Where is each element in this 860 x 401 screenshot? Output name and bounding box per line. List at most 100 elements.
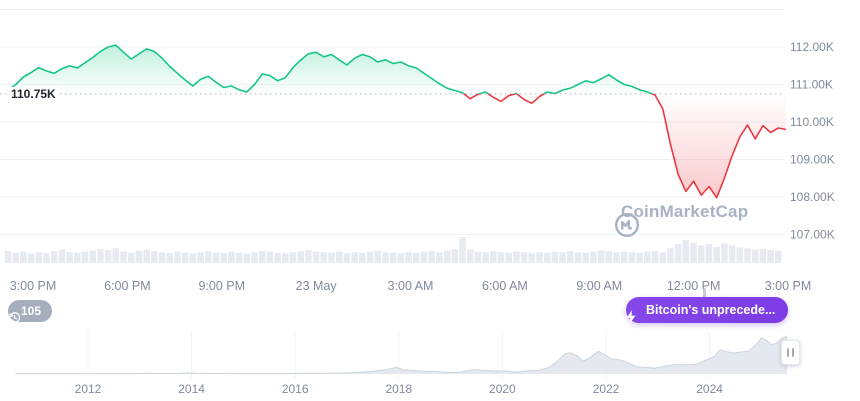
volume-bar — [482, 252, 489, 263]
volume-bar — [359, 252, 366, 263]
volume-bar — [289, 252, 297, 263]
volume-bar — [320, 252, 328, 263]
volume-bar — [674, 244, 682, 263]
volume-bar — [690, 242, 697, 263]
coinmarketcap-watermark: CoinMarketCap — [614, 202, 749, 238]
area-fill-up — [8, 45, 786, 94]
volume-bar — [436, 252, 443, 263]
volume-bar — [490, 251, 497, 263]
volume-bar — [767, 250, 774, 263]
volume-bar — [335, 251, 343, 263]
volume-bar — [474, 251, 482, 263]
minimap-year-label: 2022 — [592, 382, 620, 396]
volume-bar — [636, 252, 643, 263]
volume-bar — [174, 251, 181, 263]
watermark-text: CoinMarketCap — [621, 202, 749, 221]
price-line-down — [462, 93, 787, 199]
volume-bar — [520, 252, 528, 263]
volume-bar — [251, 252, 258, 263]
volume-bar — [374, 250, 381, 263]
volume-bar — [205, 251, 212, 263]
volume-bar — [89, 250, 96, 263]
y-axis-label: 112.00K — [790, 40, 834, 54]
volume-bar — [582, 252, 589, 263]
news-annotation-marker — [703, 288, 706, 298]
range-handle[interactable] — [781, 340, 800, 365]
volume-bar — [27, 253, 35, 263]
volume-bar — [382, 252, 389, 263]
volume-bar — [258, 250, 266, 263]
volume-bar — [212, 252, 220, 263]
volume-bar — [543, 252, 551, 263]
news-annotation-button[interactable]: Bitcoin's unprecede... — [626, 297, 789, 324]
volume-bar — [12, 252, 19, 263]
volume-bar — [351, 252, 358, 263]
volume-bar — [343, 253, 351, 263]
x-axis-label: 9:00 PM — [198, 279, 246, 293]
volume-bar — [58, 249, 66, 263]
volume-bar — [728, 245, 736, 263]
volume-bar — [397, 253, 405, 263]
volume-bar — [197, 252, 204, 263]
volume-bar — [513, 251, 520, 263]
volume-bar — [505, 252, 512, 263]
news-annotation-label: Bitcoin's unprecede... — [646, 303, 776, 317]
minimap-year-label: 2014 — [178, 382, 205, 396]
volume-bar — [574, 252, 582, 263]
volume-bar — [613, 252, 620, 263]
volume-bar — [459, 237, 466, 263]
volume-bar — [405, 252, 412, 263]
volume-bar — [590, 251, 597, 263]
volume-bar — [158, 252, 166, 263]
volume-bar — [4, 250, 12, 263]
volume-bar — [104, 250, 112, 263]
y-axis-label: 107.00K — [790, 228, 835, 242]
price-chart[interactable]: 112.00K 111.00K 110.00K 109.00K 108.00K 107.0… — [0, 0, 860, 268]
volume-bar — [559, 252, 566, 263]
volume-bar — [243, 253, 251, 263]
volume-bar — [389, 252, 397, 263]
x-axis-label: 3:00 PM — [9, 279, 57, 293]
volume-bar — [705, 244, 713, 263]
volume-bar — [775, 250, 782, 263]
x-axis-label: 23 May — [295, 279, 337, 293]
volume-bar — [297, 251, 304, 263]
x-axis-label: 12:00 PM — [666, 279, 721, 293]
volume-bar — [120, 251, 127, 263]
volume-bar — [66, 252, 73, 263]
volume-bar — [651, 251, 659, 263]
volume-bar — [74, 252, 81, 263]
volume-bar — [713, 246, 720, 263]
minimap-year-label: 2020 — [489, 382, 516, 396]
x-axis-label: 9:00 AM — [576, 279, 623, 293]
volume-bar — [682, 240, 690, 263]
price-line-up — [7, 44, 655, 94]
volume-bar — [274, 252, 281, 263]
x-axis-label: 6:00 PM — [104, 279, 151, 293]
minimap-year-label: 2016 — [281, 382, 309, 396]
x-axis-label: 3:00 AM — [387, 279, 434, 293]
history-minimap[interactable] — [0, 332, 860, 380]
volume-bar — [567, 251, 574, 263]
volume-bar — [151, 251, 158, 263]
volume-bar — [698, 245, 705, 263]
volume-bar — [551, 251, 559, 263]
volume-bar — [605, 251, 613, 263]
recently-viewed-badge[interactable]: 105 — [8, 300, 53, 323]
volume-bar — [81, 251, 89, 263]
minimap-year-label: 2018 — [385, 382, 413, 396]
volume-bar — [127, 252, 135, 263]
volume-bar — [443, 250, 451, 263]
volume-bar — [166, 253, 174, 263]
baseline-price-label: 110.75K — [8, 87, 59, 101]
x-axis-label: 3:00 PM — [764, 279, 812, 293]
x-axis-label: 6:00 AM — [481, 279, 528, 293]
y-axis-label: 111.00K — [790, 78, 833, 92]
volume-bar — [143, 249, 150, 263]
volume-bar — [759, 248, 767, 263]
volume-bar — [189, 253, 197, 263]
pause-drag-handle-icon — [791, 348, 794, 357]
volume-bar — [266, 251, 274, 263]
volume-bar — [659, 252, 667, 263]
volume-bar — [466, 249, 474, 263]
